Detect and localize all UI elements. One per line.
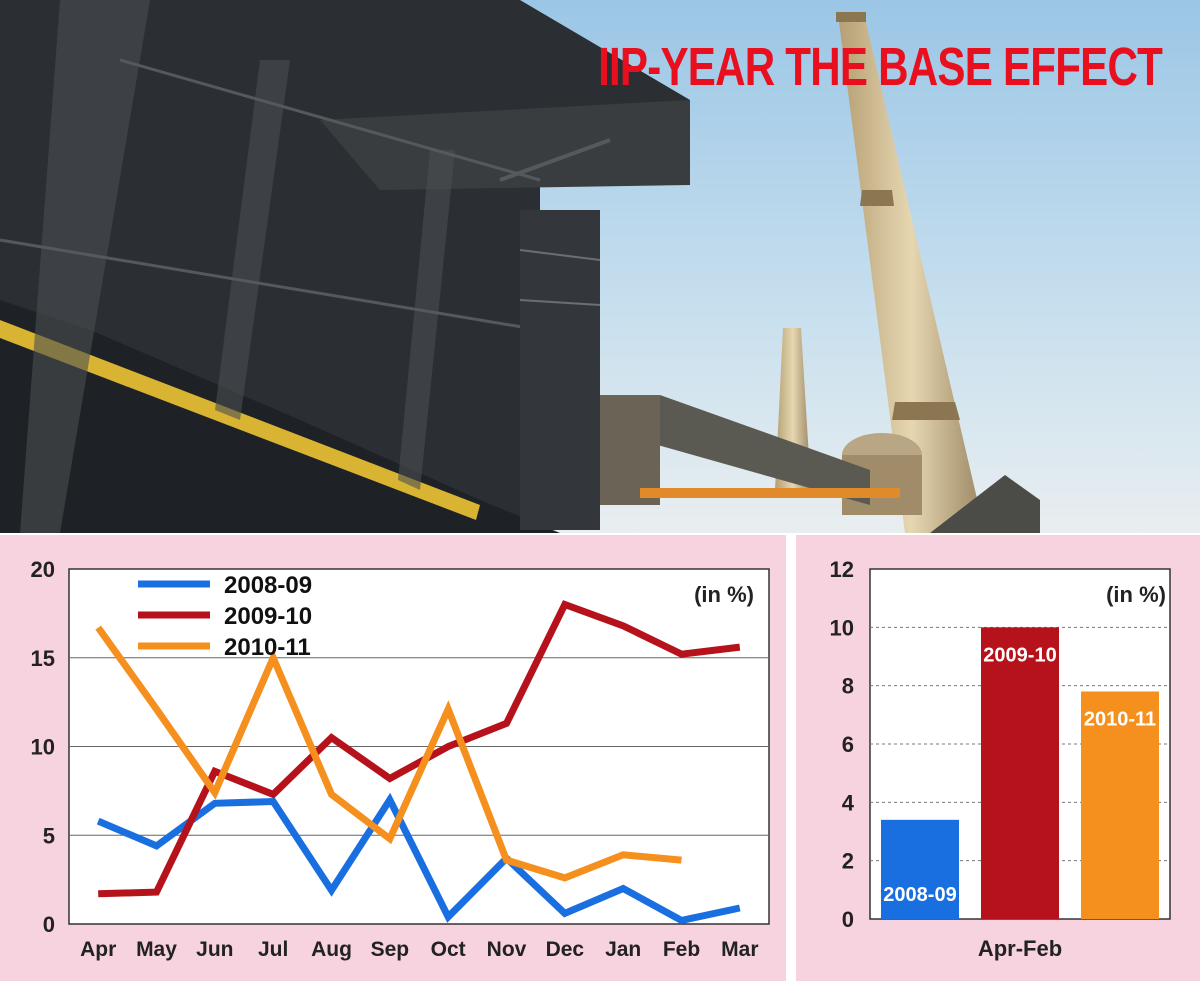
x-tick-label: Nov	[487, 938, 527, 961]
y-tick-label: 20	[31, 557, 55, 582]
bar-2010-11	[1081, 691, 1159, 919]
bar-2009-10	[981, 627, 1059, 919]
y-tick-label: 8	[842, 674, 854, 699]
y-tick-label: 0	[43, 912, 55, 937]
headline: IIP-YEAR THE BASE EFFECT	[598, 37, 1163, 97]
bar-label: 2009-10	[983, 644, 1056, 666]
bar-label: 2010-11	[1084, 709, 1156, 731]
x-axis-label: Apr-Feb	[978, 936, 1062, 961]
x-tick-label: Mar	[721, 938, 758, 961]
x-tick-label: Sep	[371, 938, 410, 961]
x-tick-label: Dec	[546, 938, 585, 961]
series-line-2008-09	[96, 792, 741, 925]
y-tick-label: 10	[31, 735, 55, 760]
y-tick-label: 4	[842, 790, 855, 815]
x-tick-label: Jun	[196, 938, 233, 961]
legend-label: 2009-10	[224, 603, 312, 630]
bar-2008-09	[881, 819, 959, 919]
x-tick-label: Feb	[663, 938, 700, 961]
y-tick-label: 5	[43, 823, 55, 848]
unit-note: (in %)	[1106, 582, 1166, 607]
x-tick-label: Apr	[80, 938, 116, 961]
x-tick-label: Aug	[311, 938, 352, 961]
y-tick-label: 6	[842, 732, 854, 757]
y-tick-label: 15	[31, 646, 55, 671]
x-tick-label: Jul	[258, 938, 288, 961]
series-line-2009-10	[98, 600, 741, 898]
bar-chart: 0 2 4 6 8 10 12 2008-09 2009-10 2010-11 (in %) A…	[830, 557, 1171, 961]
y-tick-label: 0	[842, 907, 854, 932]
power-plant-photo	[0, 0, 1200, 533]
x-tick-label: Jan	[605, 938, 641, 961]
bar-label: 2008-09	[883, 884, 956, 906]
series-line-2010-11	[95, 625, 682, 882]
unit-note: (in %)	[694, 582, 754, 607]
bar-chart-panel: 0 2 4 6 8 10 12 2008-09 2009-10 2010-11 (in %) A…	[796, 535, 1200, 981]
legend-label: 2008-09	[224, 572, 312, 599]
x-tick-label: Oct	[431, 938, 466, 961]
panel-divider	[786, 535, 796, 981]
y-tick-label: 2	[842, 849, 854, 874]
y-tick-label: 12	[830, 557, 854, 582]
line-chart: 0 5 10 15 20 Apr May Jun Jul Aug Sep Oct Nov Dec Jan F…	[31, 557, 770, 961]
legend-label: 2010-11	[224, 634, 311, 661]
y-tick-label: 10	[830, 615, 854, 640]
line-chart-panel: 0 5 10 15 20 Apr May Jun Jul Aug Sep Oct Nov Dec Jan F…	[0, 535, 786, 981]
x-tick-label: May	[136, 938, 177, 961]
